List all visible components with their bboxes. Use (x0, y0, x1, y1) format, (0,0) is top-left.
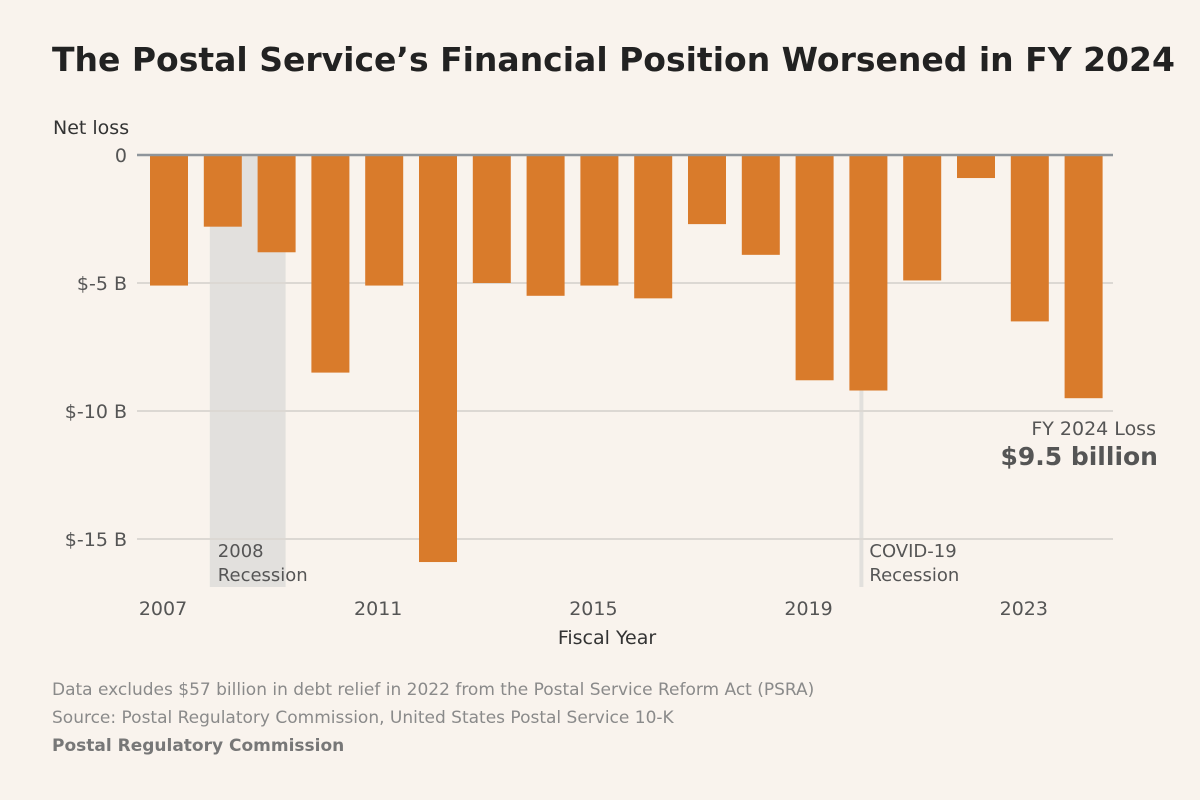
y-tick-label: 0 (115, 145, 127, 167)
x-tick-label: 2023 (1000, 598, 1048, 620)
footnote-debt-relief: Data excludes $57 billion in debt relief… (52, 680, 815, 700)
bar-2013 (472, 155, 511, 283)
labels-layer: 2008 Recession COVID-19 Recession 0 $-5 B $-10… (53, 117, 1158, 649)
annotation-value: $9.5 billion (1000, 442, 1158, 471)
y-axis-title: Net loss (53, 117, 129, 139)
bar-2020 (849, 155, 888, 391)
y-tick-label: $-15 B (65, 529, 127, 551)
bar-2007 (150, 155, 188, 286)
bar-2010 (311, 155, 350, 373)
x-tick-label: 2007 (139, 598, 187, 620)
bar-2022 (957, 155, 995, 179)
bar-2012 (419, 155, 457, 563)
gridlines-layer (137, 282, 1113, 540)
bar-2011 (365, 155, 404, 286)
bar-2016 (634, 155, 673, 299)
recession-label-line2: Recession (218, 565, 308, 586)
bar-2009 (257, 155, 296, 253)
x-tick-label: 2015 (569, 598, 617, 620)
chart-title: The Postal Service’s Financial Position … (52, 40, 1175, 79)
footnote-credit: Postal Regulatory Commission (52, 736, 345, 756)
covid-recession-label-line2: Recession (869, 565, 959, 586)
y-tick-label: $-5 B (77, 273, 127, 295)
x-tick-label: 2019 (784, 598, 832, 620)
footnote-source: Source: Postal Regulatory Commission, Un… (52, 708, 674, 728)
bar-2014 (526, 155, 565, 296)
bar-2024 (1064, 155, 1103, 399)
bar-2023 (1010, 155, 1049, 322)
recession-label-line1: 2008 (218, 541, 264, 562)
bar-2015 (580, 155, 619, 286)
x-axis-title: Fiscal Year (558, 627, 657, 649)
covid-recession-label-line1: COVID-19 (869, 541, 956, 562)
bar-2017 (688, 155, 726, 225)
y-tick-label: $-10 B (65, 401, 127, 423)
bar-2019 (795, 155, 834, 381)
bar-2008 (203, 155, 242, 227)
bar-2018 (741, 155, 780, 255)
bars-layer (150, 155, 1103, 563)
annotation-line1: FY 2024 Loss (1031, 418, 1156, 440)
x-tick-label: 2011 (354, 598, 402, 620)
bar-2021 (903, 155, 942, 281)
